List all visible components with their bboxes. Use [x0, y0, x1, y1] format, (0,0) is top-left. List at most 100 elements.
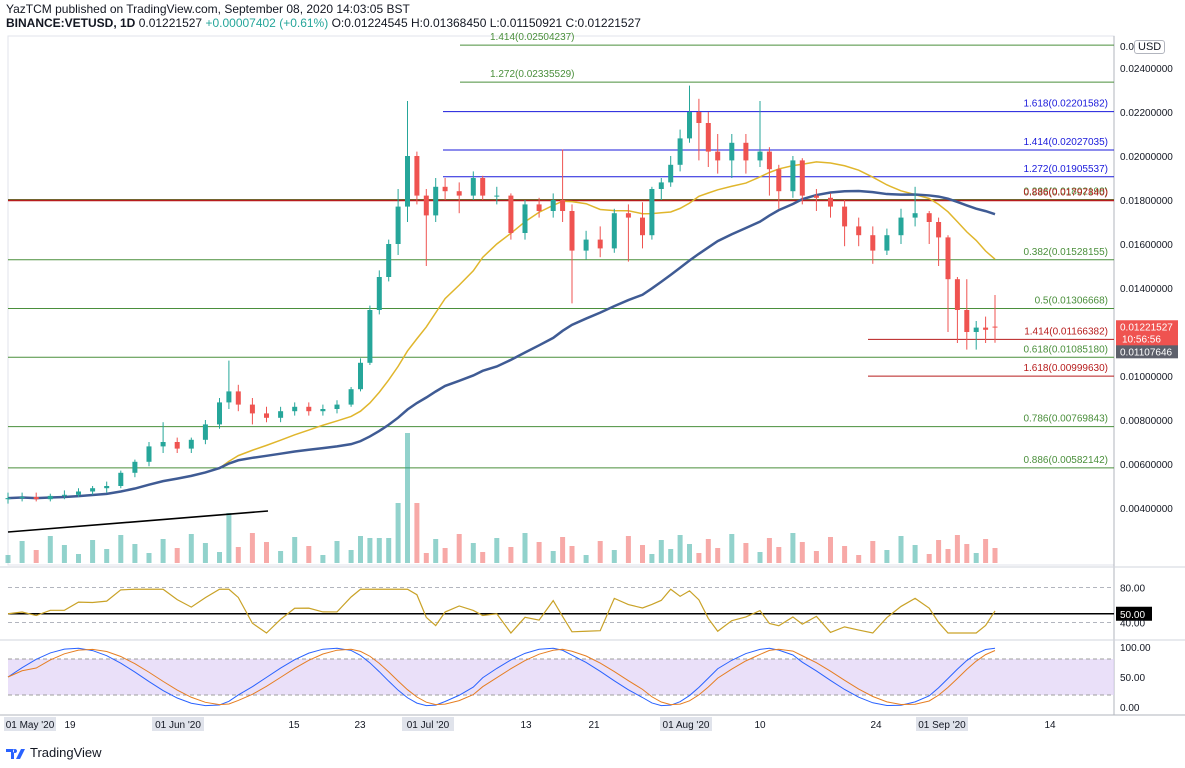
volume-bar: [217, 552, 222, 563]
candle-body: [264, 413, 269, 418]
rsi-axis-label: 40.00: [1120, 619, 1145, 630]
candle-body: [912, 213, 918, 218]
fib-level-label: 0.382(0.01528155): [1023, 247, 1108, 258]
candle-body: [442, 186, 448, 192]
candle-body: [658, 182, 664, 189]
candle-body: [550, 200, 556, 211]
candle-body: [47, 495, 53, 500]
volume-bar: [912, 545, 918, 563]
candle-body: [705, 123, 711, 152]
price-tag: [1116, 345, 1178, 359]
candle-body: [790, 160, 796, 192]
candle-body: [828, 197, 833, 207]
candle-body: [348, 389, 354, 405]
x-tick-label: 01 Sep '20: [918, 720, 966, 731]
candle-body: [776, 169, 782, 192]
y-tick-label: 0.02400000: [1120, 64, 1173, 75]
stoch-k-line: [7, 647, 996, 707]
y-tick-label: 0.0: [1120, 42, 1134, 53]
volume-bar: [766, 538, 772, 563]
volume-bar: [611, 550, 617, 563]
volume-bar: [104, 549, 110, 563]
candle-body: [696, 112, 702, 123]
volume-bar: [433, 539, 439, 563]
volume-bar: [687, 544, 692, 563]
x-tick-label: 19: [64, 720, 76, 731]
symbol-label: BINANCE:VETUSD, 1D: [6, 16, 136, 30]
volume-bar: [470, 543, 476, 563]
price-tag-time: 10:56:56: [1122, 334, 1161, 345]
volume-bar: [560, 537, 566, 563]
stoch-d-line: [7, 648, 996, 706]
fib-level-label: 0.886(0.01797840): [1023, 187, 1108, 198]
price-tag: [1116, 320, 1178, 347]
volume-bar: [658, 540, 664, 563]
y-tick-label: 0.02200000: [1120, 108, 1173, 119]
publish-info: YazTCM published on TradingView.com, Sep…: [6, 2, 410, 16]
candle-body: [414, 156, 420, 196]
x-tick-highlight: [4, 717, 56, 731]
volume-bar: [202, 543, 208, 563]
volume-bar: [132, 544, 138, 563]
candle-body: [945, 237, 951, 280]
fib-level-label: 1.272(0.01905537): [1023, 164, 1108, 175]
rsi-line: [7, 588, 996, 634]
y-tick-label: 0.01000000: [1120, 372, 1173, 383]
volume-bar: [90, 540, 96, 563]
y-tick-label: 0.00400000: [1120, 504, 1173, 515]
candle-body: [983, 327, 989, 330]
volume-bar: [696, 553, 702, 563]
volume-bar: [828, 537, 833, 563]
volume-bar: [973, 553, 979, 563]
candle-body: [973, 327, 979, 332]
volume-bar: [898, 536, 904, 563]
brand-name: TradingView: [30, 745, 102, 760]
candle-body: [5, 498, 11, 500]
x-tick-highlight: [402, 717, 454, 731]
volume-bar: [640, 545, 645, 563]
candle-body: [226, 391, 232, 403]
volume-bar: [334, 541, 340, 563]
x-tick-label: 21: [588, 720, 600, 731]
volume-bar: [442, 548, 448, 563]
x-tick-label: 01 Jun '20: [155, 720, 201, 731]
candle-body: [480, 178, 486, 196]
candle-body: [61, 494, 67, 496]
fib-level-label: 0.5(0.01306668): [1035, 296, 1108, 307]
volume-bar: [494, 538, 500, 563]
tradingview-branding[interactable]: TradingView: [6, 745, 102, 760]
candle-body: [640, 217, 645, 236]
candle-body: [766, 151, 772, 170]
candle-body: [494, 195, 500, 197]
volume-bar: [405, 433, 410, 563]
candle-body: [560, 200, 566, 211]
candle-body: [405, 156, 410, 207]
y-tick-label: 0.00800000: [1120, 416, 1173, 427]
candle-body: [358, 362, 363, 390]
candle-body: [423, 195, 429, 216]
y-tick-label: 0.01600000: [1120, 240, 1173, 251]
candle-body: [687, 112, 692, 139]
y-tick-label: 0.01800000: [1120, 196, 1173, 207]
price-tag-label: 0.01107646: [1120, 347, 1173, 358]
candle-body: [677, 138, 683, 165]
volume-bar: [508, 547, 514, 563]
volume-bar: [729, 534, 735, 563]
x-tick-highlight: [152, 717, 204, 731]
volume-bar: [456, 534, 462, 563]
candle-body: [334, 404, 340, 409]
volume-bar: [757, 552, 763, 563]
y-tick-label: 0.01400000: [1120, 284, 1173, 295]
x-tick-label: 23: [354, 720, 366, 731]
currency-badge[interactable]: USD: [1134, 40, 1166, 54]
volume-bar: [776, 547, 782, 563]
volume-bar: [884, 550, 890, 563]
candle-body: [508, 195, 514, 233]
candle-body: [367, 310, 373, 363]
candle-body: [569, 211, 575, 251]
volume-bar: [320, 555, 326, 563]
volume-bar: [367, 538, 373, 563]
volume-bar: [870, 541, 876, 563]
price-chart[interactable]: 0.02400000 0.02200000 0.02000000 0.01800000…: [0, 0, 1185, 740]
fib-level-label: 0.786(0.00769843): [1023, 414, 1108, 425]
